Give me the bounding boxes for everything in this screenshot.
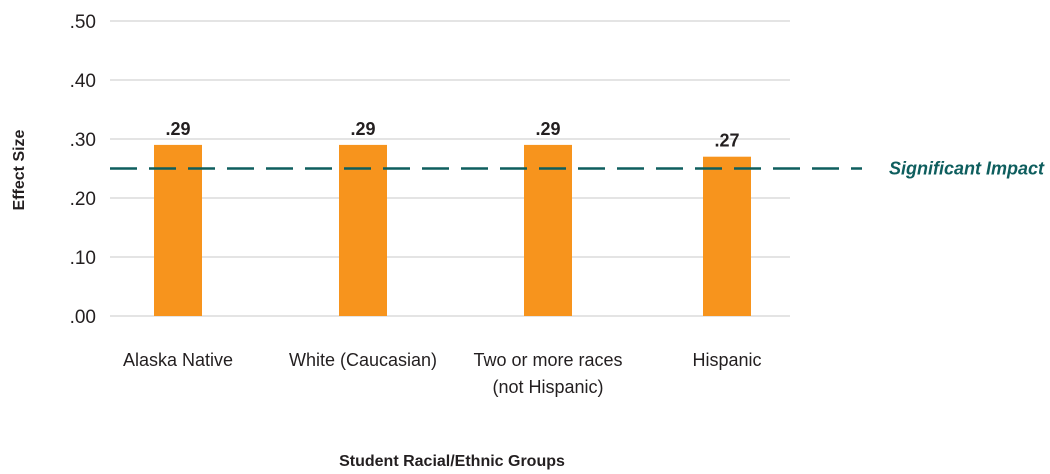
bar: [703, 156, 751, 316]
data-label: .29: [165, 119, 190, 139]
category-label: Alaska Native: [123, 350, 233, 370]
y-tick-labels: .00 .10 .20 .30 .40 .50: [70, 12, 96, 328]
y-tick-label: .10: [70, 248, 96, 269]
data-label: .27: [714, 131, 739, 151]
category-label: White (Caucasian): [289, 350, 437, 370]
data-label: .29: [535, 119, 560, 139]
x-axis-title: Student Racial/Ethnic Groups: [339, 453, 565, 470]
y-tick-label: .20: [70, 189, 96, 210]
significant-impact-label: Significant Impact: [889, 159, 1045, 179]
y-tick-label: .50: [70, 12, 96, 33]
gridlines: [110, 20, 790, 317]
category-label: Hispanic: [692, 350, 761, 370]
reference-line-group: Significant Impact: [110, 159, 1045, 179]
bar: [339, 144, 387, 316]
bar: [524, 144, 572, 316]
category-label: Two or more races (not Hispanic): [473, 350, 622, 397]
category-labels: Alaska Native White (Caucasian) Two or mor…: [123, 350, 762, 397]
bar: [154, 144, 202, 316]
bars: [154, 144, 751, 316]
data-labels: .29 .29 .29 .27: [165, 119, 739, 151]
y-tick-label: .30: [70, 130, 96, 151]
y-tick-label: .40: [70, 71, 96, 92]
y-tick-label: .00: [70, 307, 96, 328]
data-label: .29: [350, 119, 375, 139]
y-axis-title: Effect Size: [11, 129, 28, 210]
